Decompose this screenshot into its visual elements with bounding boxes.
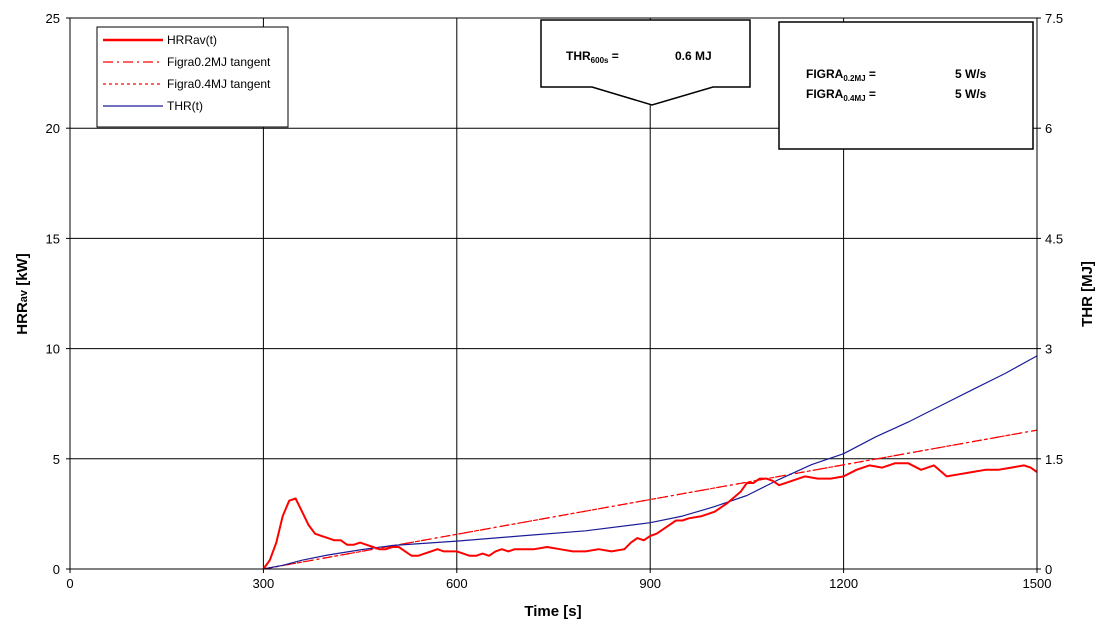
thr-callout-label: THR600s = (566, 49, 619, 65)
right-y-axis-ticks: 0 1.5 3 4.5 6 7.5 (1037, 11, 1063, 577)
right-y-tick-label: 6 (1045, 121, 1052, 136)
legend-box (96, 26, 289, 128)
legend: HRRav(t) Figra0.2MJ tangent Figra0.4MJ tan… (96, 26, 289, 128)
x-tick-label: 600 (446, 576, 468, 591)
legend-label: THR(t) (167, 99, 203, 113)
right-y-tick-label: 7.5 (1045, 11, 1063, 26)
x-axis-title: Time [s] (524, 603, 581, 620)
figra-02-value: 5 W/s (955, 67, 987, 81)
figra-box-border (778, 21, 1034, 150)
left-y-tick-label: 5 (53, 452, 60, 467)
series-line-figra0-4mj-tangent (263, 429, 1038, 570)
x-tick-label: 300 (253, 576, 275, 591)
figra-box: FIGRA0.2MJ = 5 W/s FIGRA0.4MJ = 5 W/s (778, 21, 1034, 150)
figra-02-label: FIGRA0.2MJ = (806, 67, 876, 83)
right-y-tick-label: 0 (1045, 562, 1052, 577)
legend-label: Figra0.2MJ tangent (167, 55, 271, 69)
series-layer (262, 355, 1038, 570)
x-axis-ticks: 0 300 600 900 1200 1500 (66, 569, 1051, 591)
figra-04-label: FIGRA0.4MJ = (806, 87, 876, 103)
right-y-tick-label: 3 (1045, 342, 1052, 357)
left-y-tick-label: 15 (46, 231, 60, 246)
x-tick-label: 900 (639, 576, 661, 591)
right-y-tick-label: 4.5 (1045, 231, 1063, 246)
series-line-hrrav-t- (262, 462, 1038, 570)
legend-label: Figra0.4MJ tangent (167, 77, 271, 91)
left-y-tick-label: 10 (46, 342, 60, 357)
left-y-tick-label: 20 (46, 121, 60, 136)
x-tick-label: 1500 (1023, 576, 1052, 591)
x-tick-label: 0 (66, 576, 73, 591)
right-y-axis-title: THR [MJ] (1079, 261, 1096, 327)
left-y-axis-ticks: 0 5 10 15 20 25 (46, 11, 70, 577)
left-y-tick-label: 0 (53, 562, 60, 577)
legend-label: HRRav(t) (167, 33, 217, 47)
thr-callout: THR600s = 0.6 MJ (540, 19, 751, 106)
plot-area-border (69, 17, 1038, 570)
right-y-tick-label: 1.5 (1045, 452, 1063, 467)
thr-callout-value: 0.6 MJ (675, 49, 712, 63)
series-line-thr-t- (263, 355, 1038, 570)
thr-callout-shape (540, 19, 751, 106)
left-y-axis-title: HRRav [kW] (14, 253, 31, 334)
x-tick-label: 1200 (829, 576, 858, 591)
figra-04-value: 5 W/s (955, 87, 987, 101)
left-y-tick-label: 25 (46, 11, 60, 26)
